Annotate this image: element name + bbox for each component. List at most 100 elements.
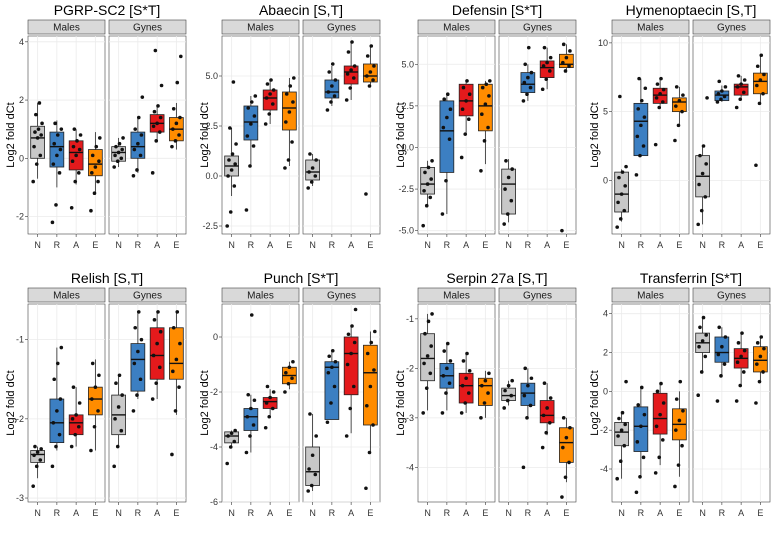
y-tick-label: -2 <box>210 387 218 397</box>
data-point <box>55 133 60 137</box>
data-point <box>34 162 39 166</box>
facet-label: Males <box>637 291 664 302</box>
data-point <box>723 85 728 89</box>
data-point <box>755 341 760 345</box>
data-point <box>704 162 708 166</box>
data-point <box>545 406 549 410</box>
box-R <box>439 100 455 173</box>
facet-strip <box>498 19 577 35</box>
data-point <box>333 78 338 82</box>
data-point <box>653 142 658 147</box>
data-point <box>673 484 677 489</box>
data-point <box>738 383 743 388</box>
data-point <box>90 397 94 401</box>
data-point <box>623 422 627 427</box>
y-tick-label: 0.0 <box>205 171 218 181</box>
data-point <box>139 133 144 137</box>
data-point <box>567 64 571 68</box>
chart-panel: Transferrin [S*T] Log2 fold dCt Males N R A E G… <box>589 270 771 518</box>
facet-label: Gynes <box>133 291 162 302</box>
data-point <box>265 384 270 389</box>
data-point <box>158 329 163 334</box>
data-point <box>36 127 41 131</box>
y-tick-label: -6 <box>210 497 218 507</box>
data-point <box>117 373 122 378</box>
y-axis-label: Log2 fold dCt <box>199 102 211 167</box>
data-point <box>657 455 662 460</box>
data-point <box>502 222 506 226</box>
data-point <box>544 430 549 435</box>
data-point <box>308 412 312 416</box>
x-tick-label: R <box>135 240 142 250</box>
facet-label: Gynes <box>327 23 356 34</box>
data-point <box>754 401 758 405</box>
box-R <box>633 102 649 157</box>
data-point <box>636 403 641 407</box>
x-tick-label: N <box>424 508 431 518</box>
data-point <box>310 453 315 458</box>
data-point <box>116 405 121 409</box>
facet-strip <box>498 287 577 303</box>
data-point <box>674 104 678 108</box>
data-point <box>150 397 155 401</box>
data-point <box>459 155 464 160</box>
x-tick-label: R <box>329 240 336 250</box>
data-point <box>441 125 446 130</box>
data-point <box>423 170 427 175</box>
data-point <box>283 390 287 394</box>
data-point <box>344 434 349 438</box>
data-point <box>120 147 124 152</box>
data-point <box>351 76 356 80</box>
data-point <box>425 354 430 358</box>
data-point <box>93 165 98 169</box>
data-point <box>77 401 82 405</box>
data-point <box>440 411 445 415</box>
data-point <box>55 361 60 366</box>
data-point <box>560 495 564 499</box>
data-point <box>34 464 39 469</box>
data-point <box>364 486 368 491</box>
data-point <box>701 144 706 148</box>
data-point <box>158 115 163 120</box>
x-tick-label: E <box>482 508 488 518</box>
data-point <box>717 79 722 84</box>
data-point <box>734 105 739 110</box>
data-point <box>170 144 174 149</box>
data-point <box>564 55 569 60</box>
x-tick-label: E <box>286 240 292 250</box>
data-point <box>345 362 350 367</box>
data-point <box>332 94 337 98</box>
box-R <box>324 79 340 99</box>
data-point <box>736 74 741 78</box>
data-point <box>486 125 490 130</box>
x-tick-label: R <box>638 508 645 518</box>
data-point <box>642 412 647 417</box>
data-point <box>69 444 74 449</box>
data-point <box>271 88 276 92</box>
data-point <box>735 85 740 89</box>
data-point <box>641 144 646 148</box>
x-tick-label: N <box>424 240 431 250</box>
x-tick-label: A <box>738 508 744 518</box>
data-point <box>742 348 747 353</box>
data-point <box>90 171 94 175</box>
box-R <box>520 382 536 406</box>
data-point <box>369 44 374 48</box>
data-point <box>131 173 136 178</box>
data-point <box>528 403 533 408</box>
x-tick-label: R <box>54 508 61 518</box>
y-tick-label: 2 <box>19 95 24 105</box>
data-point <box>459 411 464 415</box>
data-point <box>74 413 78 417</box>
data-point <box>55 409 59 413</box>
data-point <box>69 205 74 210</box>
box-N <box>614 171 629 213</box>
data-point <box>349 68 353 72</box>
data-point <box>447 137 452 141</box>
data-point <box>345 72 350 76</box>
plot-area <box>417 35 496 235</box>
data-point <box>698 153 702 158</box>
x-tick-label: A <box>154 240 160 250</box>
x-tick-label: A <box>657 508 663 518</box>
data-point <box>715 100 720 104</box>
